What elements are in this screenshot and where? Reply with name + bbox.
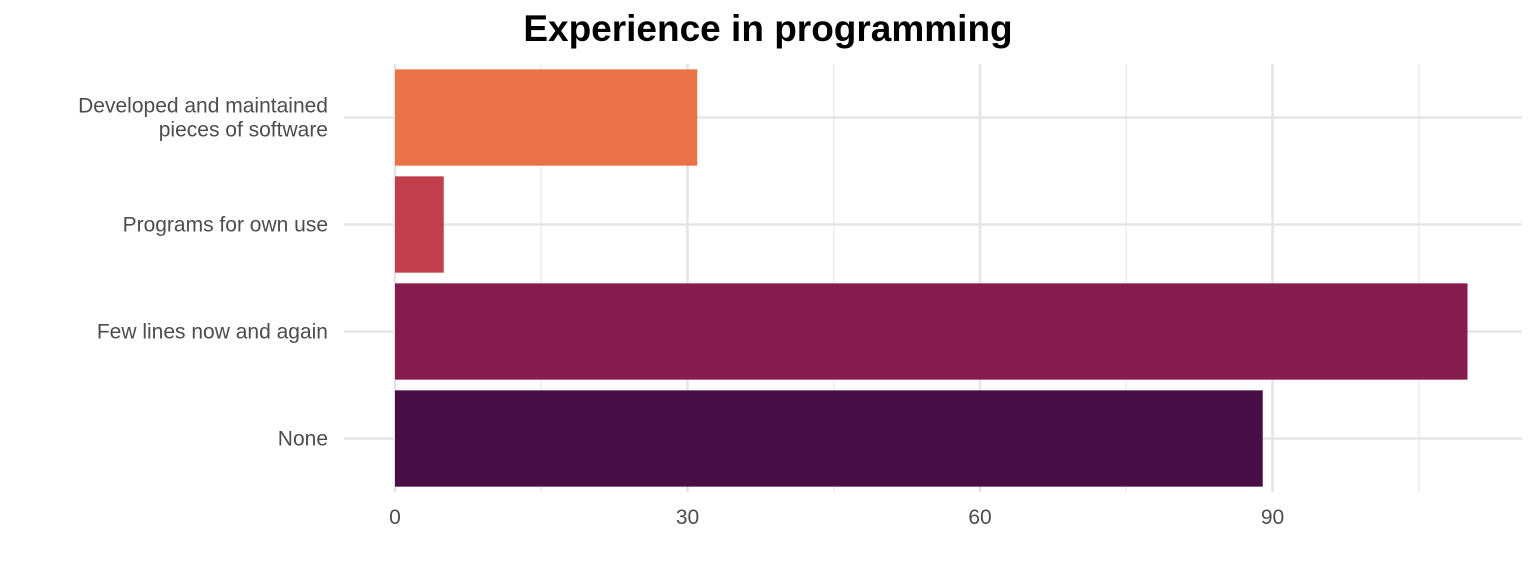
category-label: Developed and maintained pieces of softwa… — [78, 95, 328, 142]
x-tick-label: 30 — [676, 506, 699, 529]
x-tick-label: 60 — [968, 506, 991, 529]
category-label: Few lines now and again — [97, 321, 328, 344]
chart-title: Experience in programming — [523, 8, 1013, 49]
bar — [395, 390, 1263, 487]
category-labels: Developed and maintained pieces of softwa… — [78, 95, 328, 451]
bars — [395, 69, 1468, 487]
bar — [395, 176, 444, 273]
x-tick-label: 0 — [389, 506, 401, 529]
category-label: Programs for own use — [123, 214, 328, 237]
x-tick-label: 90 — [1261, 506, 1284, 529]
x-tick-labels: 0 30 60 90 — [389, 506, 1284, 529]
bar — [395, 69, 698, 166]
category-label: None — [278, 428, 328, 451]
bar — [395, 283, 1468, 380]
